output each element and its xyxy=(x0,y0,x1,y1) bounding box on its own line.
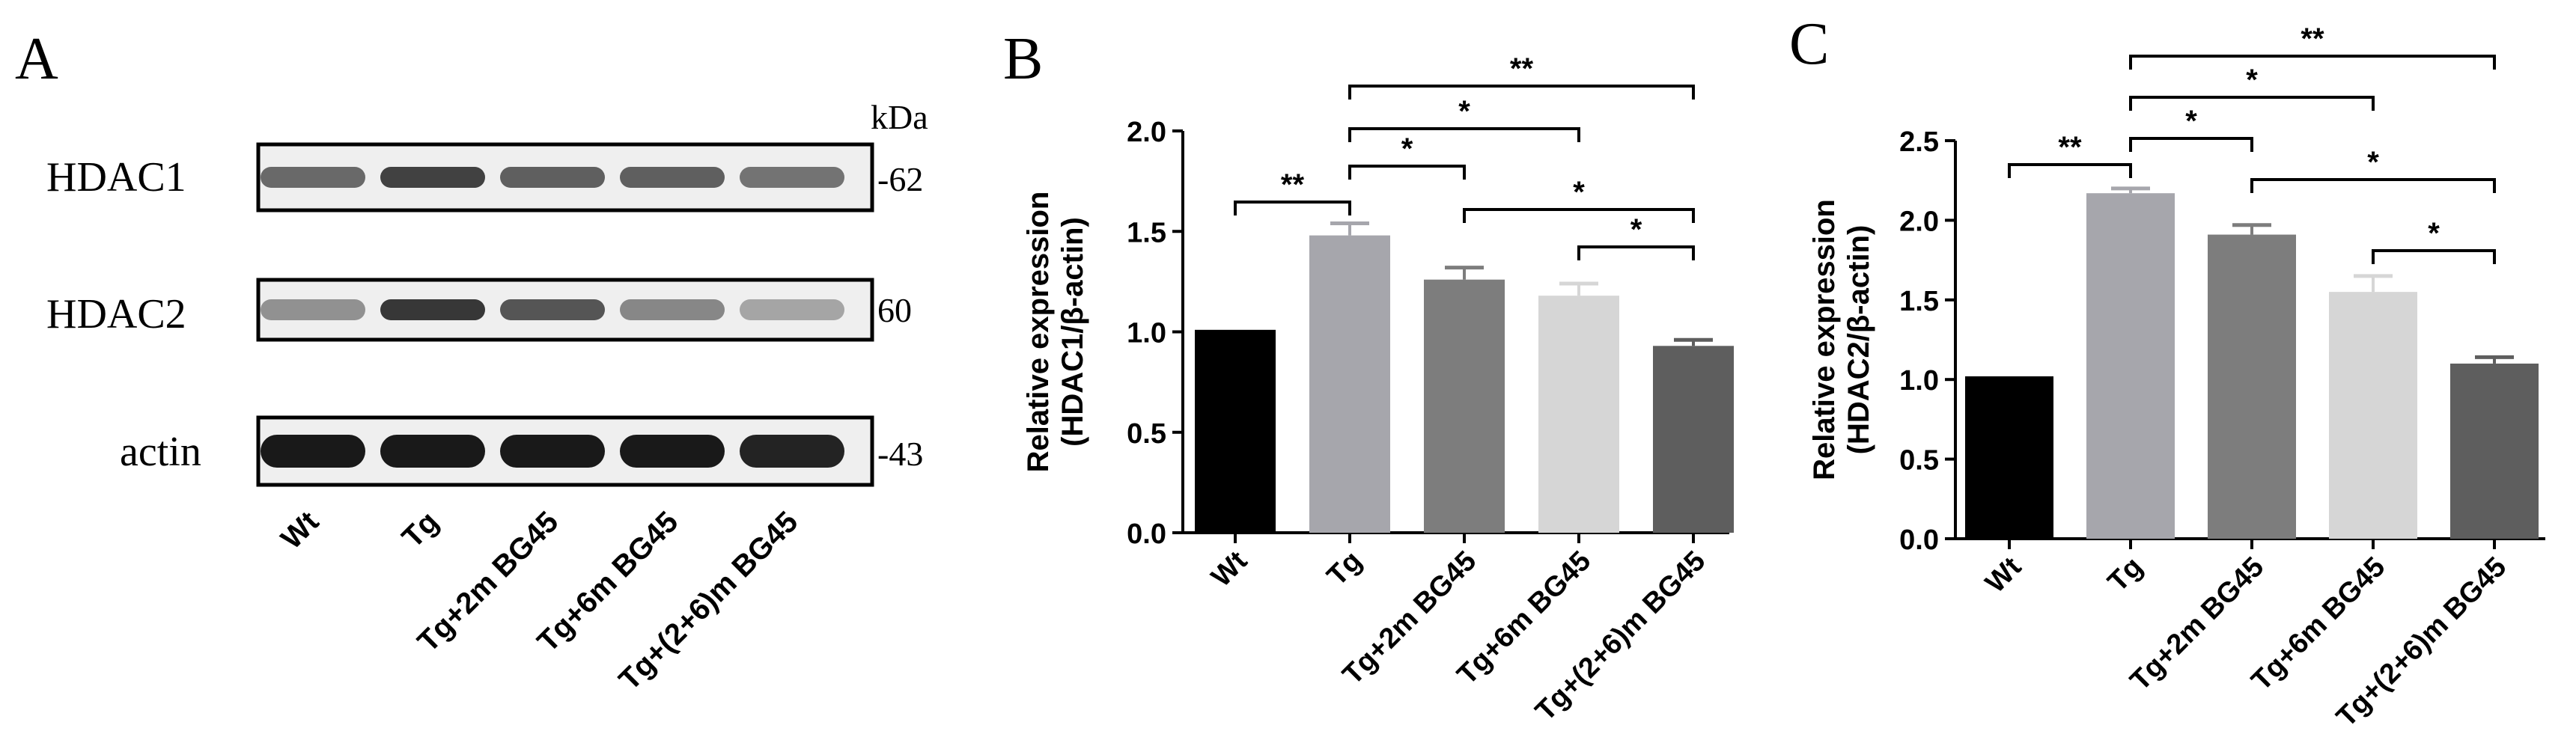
bar-Wt xyxy=(1195,329,1276,533)
y-tick-label: 1.5 xyxy=(1127,217,1166,248)
significance-bracket xyxy=(2129,137,2253,152)
bar-Wt xyxy=(1965,376,2053,539)
bar-Tg+2m BG45 xyxy=(1424,279,1505,533)
significance-label: * xyxy=(1573,176,1585,209)
significance-label: ** xyxy=(1281,168,1305,201)
blot-kda-HDAC1: -62 xyxy=(877,160,923,198)
y-axis-label: (HDAC2/β-actin) xyxy=(1842,225,1875,455)
blot-band xyxy=(500,299,605,320)
y-tick-label: 2.5 xyxy=(1899,126,1939,158)
blot-band xyxy=(261,299,365,320)
y-tick-label: 0.5 xyxy=(1127,418,1166,450)
bar-Tg+(2+6)m BG45 xyxy=(1653,346,1734,533)
blot-band xyxy=(620,167,725,188)
blot-kda-actin: -43 xyxy=(877,435,923,473)
x-tick-label: Wt xyxy=(1205,545,1253,593)
significance-label: ** xyxy=(2301,22,2324,55)
significance-bracket xyxy=(1234,201,1351,215)
significance-label: * xyxy=(2428,217,2440,250)
significance-label: * xyxy=(2185,105,2197,138)
y-tick-label: 0.0 xyxy=(1899,525,1939,556)
bar-Tg+6m BG45 xyxy=(2329,292,2417,539)
blot-band xyxy=(380,167,485,188)
blot-band xyxy=(500,167,605,188)
panel-a-letter: A xyxy=(15,26,58,92)
significance-label: ** xyxy=(1510,52,1534,85)
y-tick-label: 0.0 xyxy=(1127,519,1166,550)
y-tick-label: 1.0 xyxy=(1899,365,1939,397)
panel-b-letter: B xyxy=(1003,26,1043,92)
significance-label: * xyxy=(2246,64,2258,97)
lane-label: Wt xyxy=(275,505,325,555)
y-tick-label: 2.0 xyxy=(1127,117,1166,148)
blot-label-HDAC1: HDAC1 xyxy=(46,154,186,201)
blot-label-actin: actin xyxy=(120,429,201,475)
y-tick-label: 2.0 xyxy=(1899,206,1939,237)
bar-Tg xyxy=(2086,193,2175,539)
kda-label: kDa xyxy=(871,98,928,136)
blot-label-HDAC2: HDAC2 xyxy=(46,291,186,337)
significance-bracket xyxy=(1348,85,1695,100)
significance-bracket xyxy=(2129,55,2496,70)
blot-band xyxy=(380,299,485,320)
panel-c-letter: C xyxy=(1789,11,1829,77)
significance-bracket xyxy=(2250,178,2496,193)
blot-band xyxy=(740,167,844,188)
y-axis-label: (HDAC1/β-actin) xyxy=(1056,217,1089,447)
y-axis-label: Relative expression xyxy=(1022,192,1055,473)
panel-c: C 0.0 0.5 1.0 1.5 2.0 2.5 Relative expression(… xyxy=(1789,11,2545,733)
panel-b: B 0.0 0.5 1.0 1.5 2.0 Relative expression (HDA… xyxy=(1003,26,1734,727)
blot-band xyxy=(261,435,365,468)
blot-band xyxy=(620,435,725,468)
significance-bracket xyxy=(1577,245,1695,260)
blot-kda-HDAC2: 60 xyxy=(877,291,912,329)
bar-Tg+(2+6)m BG45 xyxy=(2450,363,2539,539)
blot-band xyxy=(380,435,485,468)
blot-band xyxy=(500,435,605,468)
x-tick-label: Wt xyxy=(1979,551,2027,599)
blot-band xyxy=(740,435,844,468)
y-tick-label: 0.5 xyxy=(1899,445,1939,477)
blot-band xyxy=(620,299,725,320)
significance-bracket xyxy=(1348,165,1466,180)
lane-label: Tg xyxy=(396,505,445,554)
y-axis-label: Relative expression xyxy=(1808,199,1841,480)
y-tick-label: 1.0 xyxy=(1127,318,1166,349)
significance-label: * xyxy=(1630,213,1642,246)
x-tick-label: Tg xyxy=(1321,545,1368,593)
significance-label: * xyxy=(2367,146,2379,179)
bar-Tg xyxy=(1309,235,1390,533)
significance-label: * xyxy=(1401,132,1413,165)
significance-bracket xyxy=(2129,96,2375,111)
significance-bracket xyxy=(2008,163,2132,178)
y-tick-label: 1.5 xyxy=(1899,286,1939,317)
significance-label: * xyxy=(1458,95,1470,128)
blot-band xyxy=(740,299,844,320)
significance-bracket xyxy=(2372,249,2496,264)
bar-Tg+6m BG45 xyxy=(1538,296,1619,533)
x-tick-label: Tg xyxy=(2102,551,2149,599)
significance-bracket xyxy=(1348,127,1580,142)
significance-bracket xyxy=(1463,208,1695,223)
blot-band xyxy=(261,167,365,188)
significance-label: ** xyxy=(2058,131,2082,164)
bar-Tg+2m BG45 xyxy=(2208,234,2296,539)
